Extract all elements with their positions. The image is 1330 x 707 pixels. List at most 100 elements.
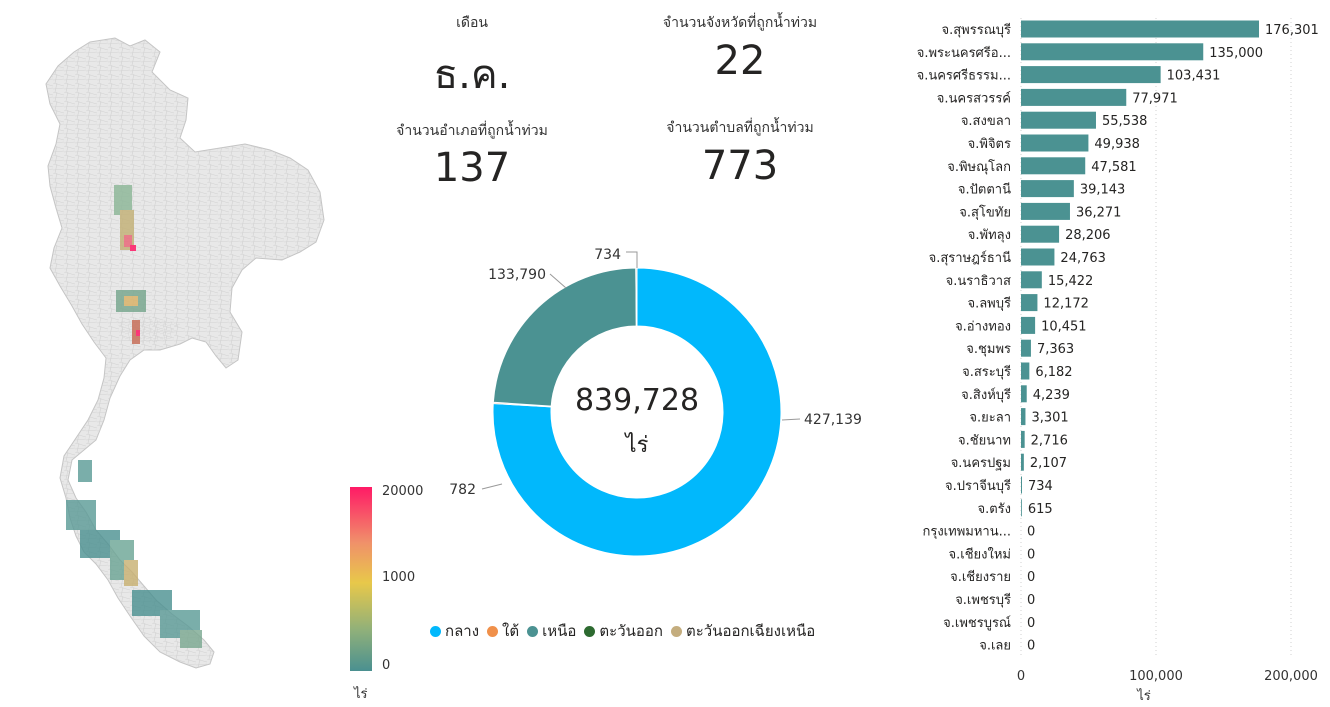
bar-category-15: จ.สระบุรี (962, 364, 1011, 380)
bar-category-13: จ.อ่างทอง (955, 319, 1011, 334)
bar-5[interactable] (1021, 134, 1089, 152)
province-bar-chart[interactable]: จ.สุพรรณบุรี 176,301 จ.พระนครศรีอ... 135,00… (880, 10, 1326, 704)
bar-category-1: จ.พระนครศรีอ... (917, 45, 1011, 61)
bar-17[interactable] (1021, 408, 1026, 426)
legend-label-1: ใต้ (502, 622, 520, 640)
bar-category-14: จ.ชุมพร (966, 342, 1011, 357)
bar-value-13: 10,451 (1041, 319, 1087, 334)
bar-category-4: จ.สงขลา (961, 114, 1011, 129)
bar-value-12: 12,172 (1043, 297, 1089, 312)
bar-category-17: จ.ยะลา (969, 411, 1011, 426)
bar-14[interactable] (1021, 339, 1031, 357)
color-scale-tick-mid: 1000 (382, 570, 416, 585)
bar-2[interactable] (1021, 66, 1161, 84)
thailand-map-svg (45, 37, 325, 669)
color-scale-bar (350, 487, 372, 671)
color-scale-tick-min: 0 (382, 658, 391, 673)
bar-16[interactable] (1021, 385, 1027, 403)
bar-value-26: 0 (1027, 616, 1035, 631)
bar-category-26: จ.เพชรบูรณ์ (943, 615, 1011, 631)
bar-9[interactable] (1021, 225, 1060, 243)
bar-value-9: 28,206 (1065, 228, 1111, 243)
bar-15[interactable] (1021, 362, 1030, 380)
legend-dot-0 (430, 625, 441, 637)
bar-value-1: 135,000 (1209, 46, 1263, 61)
bar-value-6: 47,581 (1091, 160, 1137, 175)
legend-item-0[interactable]: กลาง (430, 619, 479, 643)
bar-value-22: 0 (1027, 525, 1035, 540)
bar-1[interactable] (1021, 43, 1204, 61)
donut-legend: กลาง ใต้ เหนือ ตะวันออก ตะวันออกเฉียงเหนือ (430, 620, 870, 642)
bar-19[interactable] (1021, 453, 1024, 471)
bar-value-11: 15,422 (1048, 274, 1094, 289)
donut-label-0: 427,139 (804, 412, 862, 428)
color-scale-unit: ไร่ (354, 687, 368, 702)
kpi-provinces-value: 22 (714, 38, 766, 84)
bar-18[interactable] (1021, 430, 1025, 448)
legend-label-2: เหนือ (542, 622, 577, 640)
legend-dot-2 (527, 625, 539, 637)
bar-6[interactable] (1021, 157, 1086, 175)
bar-21[interactable] (1021, 499, 1022, 517)
bar-20[interactable] (1021, 476, 1022, 494)
bar-10[interactable] (1021, 248, 1055, 266)
bar-0[interactable] (1021, 20, 1260, 38)
legend-dot-3 (584, 625, 596, 637)
bar-category-10: จ.สุราษฎร์ธานี (929, 250, 1011, 266)
legend-item-1[interactable]: ใต้ (487, 619, 519, 643)
bar-value-15: 6,182 (1035, 365, 1072, 380)
kpi-month-value: ธ.ค. (433, 52, 511, 98)
bar-value-19: 2,107 (1030, 456, 1067, 471)
bar-category-19: จ.นครปฐม (951, 456, 1011, 471)
bar-xtick-1: 100,000 (1129, 669, 1183, 684)
kpi-subdistricts-value: 773 (701, 143, 779, 189)
bar-xtick-0: 0 (1017, 669, 1025, 684)
legend-label-4: ตะวันออกเฉียงเหนือ (685, 622, 816, 640)
donut-leader-0 (781, 418, 801, 421)
bar-3[interactable] (1021, 88, 1127, 106)
bar-value-16: 4,239 (1033, 388, 1070, 403)
legend-item-2[interactable]: เหนือ (527, 619, 576, 643)
donut-label-1: 782 (449, 482, 476, 498)
bar-value-21: 615 (1028, 502, 1053, 517)
donut-leader-4 (626, 251, 638, 268)
bar-value-20: 734 (1028, 479, 1053, 494)
bar-category-20: จ.ปราจีนบุรี (945, 478, 1011, 494)
donut-slice-0[interactable] (492, 267, 782, 557)
bar-category-0: จ.สุพรรณบุรี (941, 22, 1011, 38)
region-donut-chart[interactable]: 427,139 782 133,790 734 839,728 ไร่ (440, 230, 880, 580)
legend-dot-1 (487, 625, 499, 637)
bar-category-5: จ.พิจิตร (968, 137, 1011, 152)
bar-value-8: 36,271 (1076, 205, 1122, 220)
bar-value-3: 77,971 (1132, 91, 1178, 106)
legend-dot-4 (670, 625, 682, 637)
bar-category-18: จ.ชัยนาท (958, 433, 1011, 448)
kpi-districts-label: จำนวนอำเภอที่ถูกน้ำท่วม (396, 123, 548, 139)
donut-slice-4[interactable] (635, 267, 638, 327)
bar-7[interactable] (1021, 180, 1074, 198)
bar-11[interactable] (1021, 271, 1042, 289)
bar-8[interactable] (1021, 202, 1070, 220)
bar-4[interactable] (1021, 111, 1096, 129)
legend-item-4[interactable]: ตะวันออกเฉียงเหนือ (670, 619, 816, 643)
bar-value-4: 55,538 (1102, 114, 1148, 129)
bar-category-12: จ.ลพบุรี (967, 296, 1011, 312)
donut-leader-1 (481, 483, 503, 490)
donut-slice-2[interactable] (492, 267, 637, 407)
bar-12[interactable] (1021, 294, 1038, 312)
kpi-provinces-label: จำนวนจังหวัดที่ถูกน้ำท่วม (662, 15, 818, 31)
kpi-subdistricts-label: จำนวนตำบลที่ถูกน้ำท่วม (666, 120, 814, 136)
bar-value-23: 0 (1027, 547, 1035, 562)
donut-center-unit: ไร่ (624, 432, 649, 458)
legend-item-3[interactable]: ตะวันออก (584, 619, 663, 643)
bar-13[interactable] (1021, 316, 1036, 334)
bar-value-5: 49,938 (1094, 137, 1140, 152)
bar-value-18: 2,716 (1031, 433, 1068, 448)
donut-leader-2 (549, 273, 567, 289)
bar-value-7: 39,143 (1080, 183, 1126, 198)
bar-category-22: กรุงเทพมหาน... (922, 525, 1011, 540)
bar-category-7: จ.ปัตตานี (958, 182, 1011, 198)
flood-map[interactable] (20, 20, 350, 680)
legend-label-0: กลาง (445, 622, 480, 640)
legend-label-3: ตะวันออก (599, 622, 663, 640)
